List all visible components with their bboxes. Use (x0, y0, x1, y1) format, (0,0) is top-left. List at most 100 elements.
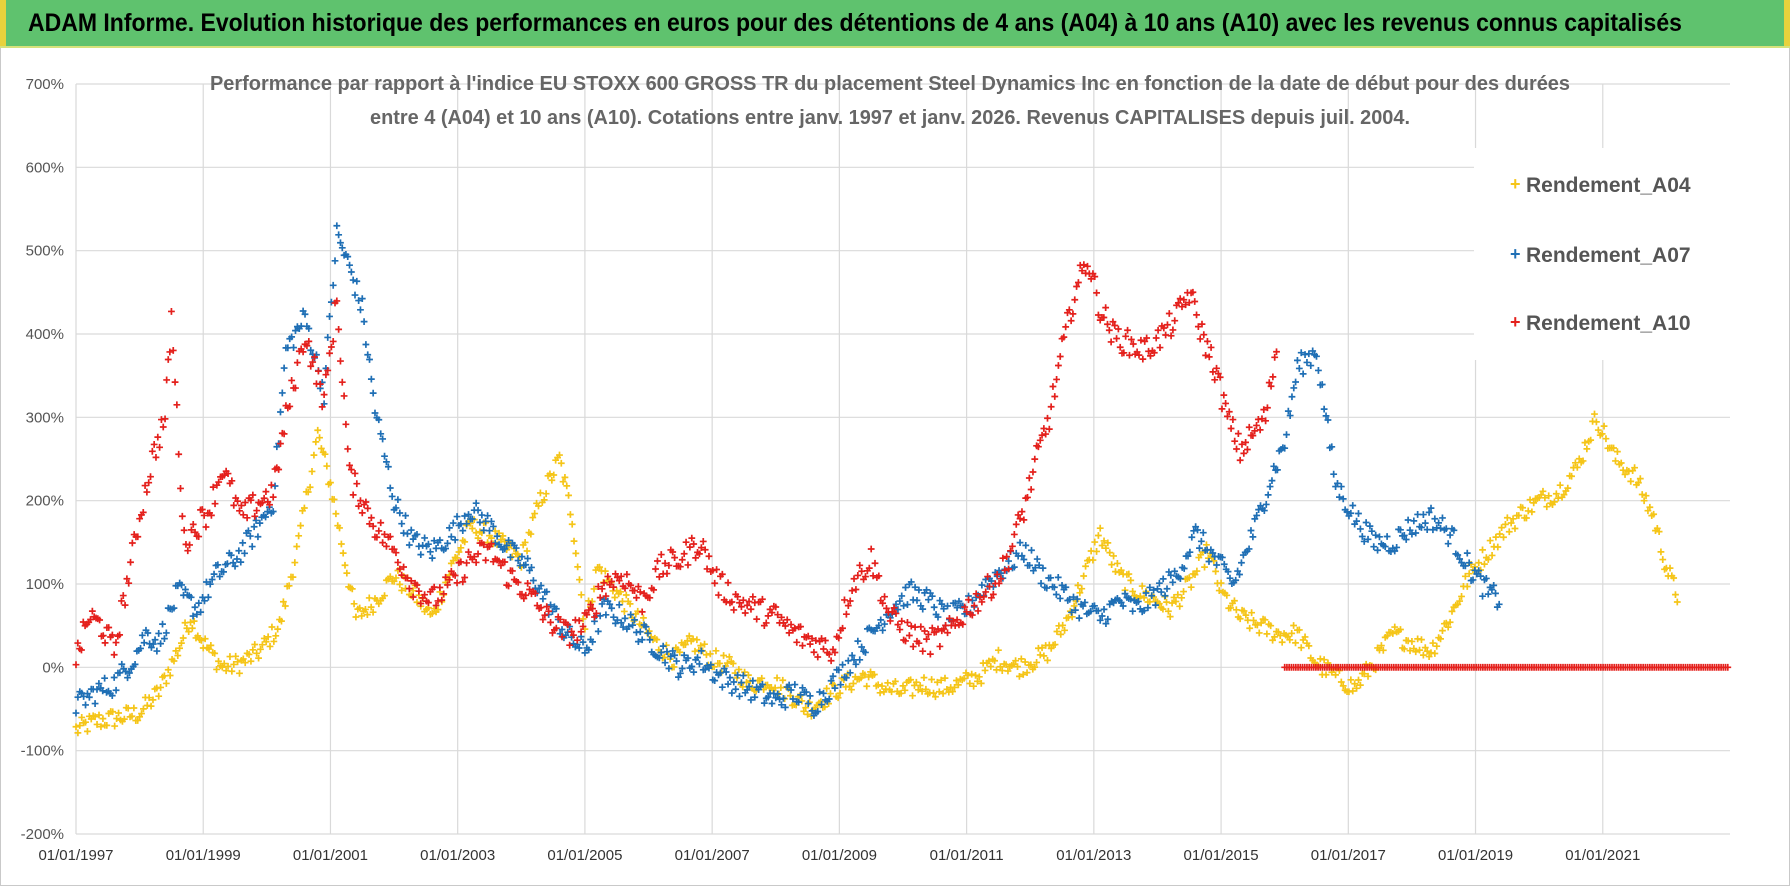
point-rendement-a10 (353, 480, 361, 488)
point-rendement-a04 (626, 600, 634, 608)
point-rendement-a07 (772, 694, 780, 702)
point-rendement-a07 (1264, 491, 1272, 499)
point-rendement-a10 (148, 447, 156, 455)
point-rendement-a04 (339, 549, 347, 557)
point-rendement-a04 (268, 623, 276, 631)
point-rendement-a10 (390, 545, 398, 553)
point-rendement-a07 (1364, 535, 1372, 543)
point-rendement-a10 (110, 651, 118, 659)
point-rendement-a04 (1232, 606, 1240, 614)
point-rendement-a10 (841, 596, 848, 604)
point-rendement-a04 (1267, 622, 1275, 630)
point-rendement-a07 (827, 677, 835, 685)
point-rendement-a04 (960, 674, 968, 682)
point-rendement-a04 (1019, 671, 1027, 678)
point-rendement-a04 (1600, 422, 1608, 430)
point-rendement-a10 (369, 522, 377, 530)
point-rendement-a10 (797, 623, 804, 631)
point-rendement-a04 (1044, 656, 1051, 664)
point-rendement-a07 (734, 671, 741, 679)
point-rendement-a10 (1225, 408, 1233, 416)
point-rendement-a07 (1444, 540, 1452, 548)
point-rendement-a10 (209, 483, 217, 491)
point-rendement-a10 (316, 380, 324, 388)
point-rendement-a07 (290, 344, 297, 351)
point-rendement-a10 (238, 502, 245, 509)
point-rendement-a04 (249, 646, 257, 654)
point-rendement-a07 (881, 620, 888, 628)
point-rendement-a10 (191, 528, 199, 536)
point-rendement-a10 (919, 647, 927, 655)
point-rendement-a07 (101, 674, 109, 682)
point-rendement-a10 (839, 624, 846, 632)
point-rendement-a07 (596, 612, 604, 620)
point-rendement-a07 (1475, 567, 1483, 575)
point-rendement-a10 (753, 615, 761, 623)
point-rendement-a10 (806, 640, 814, 648)
point-rendement-a07 (1051, 583, 1058, 591)
point-rendement-a10 (1216, 373, 1224, 381)
point-rendement-a10 (759, 595, 766, 603)
point-rendement-a07 (1297, 349, 1305, 357)
point-rendement-a07 (953, 604, 961, 612)
point-rendement-a07 (1439, 514, 1446, 522)
point-rendement-a04 (491, 527, 499, 535)
point-rendement-a07 (1104, 615, 1112, 623)
point-rendement-a04 (1102, 544, 1110, 552)
point-rendement-a04 (198, 637, 205, 644)
point-rendement-a10 (465, 548, 472, 556)
point-rendement-a10 (293, 359, 301, 367)
point-rendement-a10 (404, 574, 411, 582)
point-rendement-a07 (241, 549, 248, 557)
point-rendement-a10 (495, 557, 503, 565)
point-rendement-a04 (568, 520, 576, 528)
point-rendement-a04 (1094, 532, 1102, 539)
point-rendement-a07 (1026, 561, 1033, 569)
point-rendement-a07 (697, 647, 705, 655)
point-rendement-a04 (1078, 585, 1086, 593)
point-rendement-a07 (1096, 616, 1104, 624)
point-rendement-a10 (164, 356, 172, 363)
point-rendement-a10 (1204, 337, 1211, 345)
point-rendement-a10 (583, 611, 591, 619)
point-rendement-a07 (711, 677, 719, 685)
point-rendement-a04 (823, 685, 831, 692)
point-rendement-a10 (318, 403, 326, 411)
point-rendement-a10 (442, 573, 450, 581)
point-rendement-a10 (1273, 348, 1280, 356)
point-rendement-a10 (377, 519, 385, 527)
point-rendement-a04 (266, 643, 274, 650)
point-rendement-a07 (808, 707, 816, 715)
point-rendement-a10 (995, 579, 1003, 587)
point-rendement-a04 (1322, 671, 1330, 679)
point-rendement-a07 (1188, 533, 1196, 541)
point-rendement-a04 (1286, 636, 1294, 644)
point-rendement-a10 (547, 618, 554, 626)
point-rendement-a04 (1040, 652, 1048, 660)
point-rendement-a07 (759, 681, 766, 688)
point-rendement-a07 (1091, 602, 1098, 610)
point-rendement-a04 (1439, 627, 1446, 635)
point-rendement-a10 (688, 534, 696, 542)
point-rendement-a10 (1012, 520, 1020, 528)
point-rendement-a07 (1355, 510, 1362, 517)
point-rendement-a10 (1107, 338, 1115, 346)
legend-label-a07: Rendement_A07 (1526, 244, 1691, 267)
point-rendement-a04 (849, 680, 857, 687)
point-rendement-a07 (262, 513, 269, 521)
point-rendement-a04 (128, 712, 136, 720)
point-rendement-a10 (1180, 296, 1188, 304)
point-rendement-a07 (203, 578, 210, 586)
point-rendement-a07 (688, 663, 696, 670)
point-rendement-a04 (213, 666, 220, 673)
point-rendement-a10 (1056, 353, 1064, 360)
point-rendement-a04 (653, 636, 661, 644)
point-rendement-a07 (362, 341, 370, 348)
point-rendement-a10 (74, 639, 82, 647)
point-rendement-a07 (594, 627, 602, 635)
point-rendement-a10 (459, 578, 467, 586)
point-rendement-a04 (140, 705, 147, 713)
point-rendement-a07 (1425, 508, 1433, 516)
point-rendement-a04 (909, 692, 916, 700)
point-rendement-a04 (178, 639, 185, 647)
